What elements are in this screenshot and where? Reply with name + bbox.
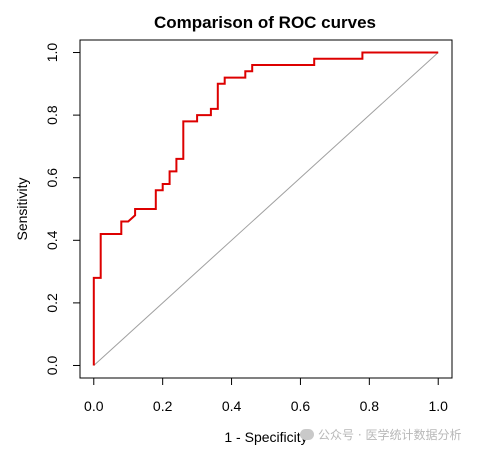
watermark-text: 公众号 · 医学统计数据分析 <box>318 428 462 442</box>
y-tick-label: 0.6 <box>44 168 60 188</box>
roc-curve-line-0 <box>92 51 439 366</box>
y-tick-label: 0.0 <box>44 356 60 376</box>
y-tick-label: 0.8 <box>44 105 60 125</box>
x-tick-label: 0.2 <box>153 398 173 414</box>
y-axis: 0.0 0.2 0.4 0.6 0.8 1.0 <box>44 43 81 376</box>
x-tick-label: 1.0 <box>428 398 448 414</box>
reference-line-layer <box>93 52 439 366</box>
x-axis: 0.0 0.2 0.4 0.6 0.8 1.0 <box>84 377 448 414</box>
wechat-icon <box>300 429 314 440</box>
y-tick-label: 0.2 <box>44 293 60 313</box>
y-tick-label: 1.0 <box>44 43 60 63</box>
x-tick-label: 0.4 <box>222 398 242 414</box>
x-tick-label: 0.0 <box>84 398 104 414</box>
series-layer <box>92 51 439 366</box>
watermark: 公众号 · 医学统计数据分析 <box>300 426 461 443</box>
x-tick-label: 0.6 <box>291 398 311 414</box>
x-tick-label: 0.8 <box>360 398 380 414</box>
x-axis-label: 1 - Specificity <box>224 429 307 445</box>
reference-diagonal-line <box>93 52 439 366</box>
y-axis-label: Sensitivity <box>14 177 30 240</box>
y-tick-label: 0.4 <box>44 230 60 250</box>
chart-title: Comparison of ROC curves <box>154 13 376 32</box>
